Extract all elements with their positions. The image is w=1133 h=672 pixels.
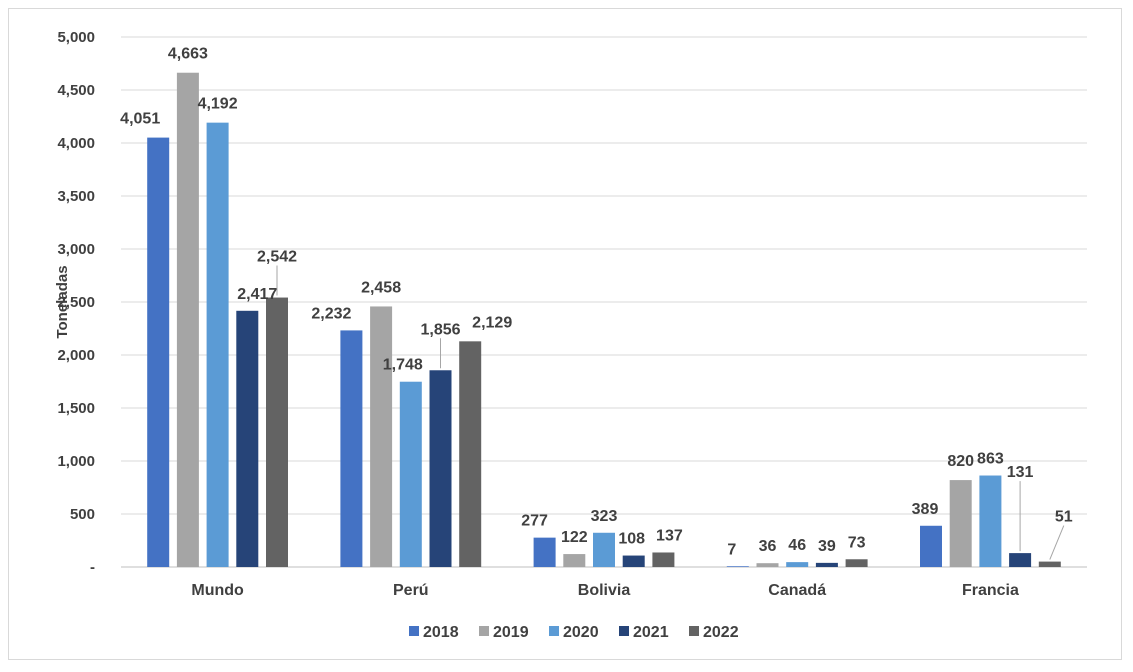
data-label: 2,129 bbox=[472, 314, 512, 331]
bar bbox=[979, 475, 1002, 567]
data-label: 2,458 bbox=[361, 279, 401, 296]
bar bbox=[786, 562, 809, 567]
data-label: 39 bbox=[818, 538, 836, 555]
bar bbox=[815, 562, 838, 567]
data-labels: 4,051 4,663 4,192 2,417 2,542 2,232 2,458 1,748… bbox=[120, 46, 1073, 560]
bar bbox=[593, 532, 615, 567]
legend-swatch bbox=[479, 626, 489, 636]
bar bbox=[1038, 561, 1061, 567]
bar bbox=[176, 72, 199, 568]
x-category-label: Mundo bbox=[191, 582, 244, 599]
data-label: 122 bbox=[561, 529, 588, 546]
bar bbox=[147, 137, 170, 567]
label-leader-line bbox=[1049, 525, 1065, 560]
data-label: 1,748 bbox=[383, 357, 423, 374]
bar bbox=[563, 554, 586, 567]
bar bbox=[949, 480, 972, 567]
bar bbox=[236, 310, 259, 567]
bar bbox=[206, 122, 229, 567]
data-label: 4,663 bbox=[168, 46, 208, 63]
bar-chart: - 500 1,000 1,500 2,000 2,500 3,000 3,500 4,000 4… bbox=[54, 29, 1087, 641]
legend-swatch bbox=[409, 626, 419, 636]
y-axis-label: Toneladas bbox=[54, 265, 71, 338]
legend: 2018 2019 2020 2021 2022 bbox=[409, 624, 739, 641]
data-label: 51 bbox=[1055, 509, 1073, 526]
y-tick-label: - bbox=[90, 559, 95, 576]
bars bbox=[147, 72, 1061, 568]
data-label: 2,232 bbox=[311, 305, 351, 322]
x-category-label: Francia bbox=[962, 582, 1019, 599]
y-tick-label: 3,000 bbox=[57, 241, 95, 258]
data-label: 820 bbox=[947, 453, 974, 470]
chart-frame: - 500 1,000 1,500 2,000 2,500 3,000 3,500 4,000 4… bbox=[8, 8, 1122, 660]
bar bbox=[756, 563, 779, 567]
bar bbox=[429, 370, 452, 567]
data-label: 2,542 bbox=[257, 249, 297, 266]
bar bbox=[533, 537, 556, 567]
y-axis-ticks: - 500 1,000 1,500 2,000 2,500 3,000 3,500 4,000 4… bbox=[57, 29, 95, 576]
data-label: 4,051 bbox=[120, 111, 160, 128]
legend-swatch bbox=[689, 626, 699, 636]
bar bbox=[370, 306, 393, 567]
y-tick-label: 4,000 bbox=[57, 135, 95, 152]
legend-label: 2019 bbox=[493, 624, 529, 641]
data-label: 277 bbox=[521, 513, 548, 530]
legend-label: 2021 bbox=[633, 624, 669, 641]
y-tick-label: 1,500 bbox=[57, 400, 95, 417]
y-tick-label: 3,500 bbox=[57, 188, 95, 205]
bar bbox=[920, 525, 942, 567]
bar bbox=[399, 381, 422, 567]
bar bbox=[726, 566, 749, 567]
y-tick-label: 2,500 bbox=[57, 294, 95, 311]
data-label: 73 bbox=[848, 534, 866, 551]
legend-label: 2018 bbox=[423, 624, 459, 641]
data-label: 131 bbox=[1007, 464, 1034, 481]
data-label: 1,856 bbox=[420, 321, 460, 338]
x-axis-categories: Mundo Perú Bolivia Canadá Francia bbox=[191, 582, 1019, 599]
legend-label: 2020 bbox=[563, 624, 599, 641]
bar bbox=[845, 559, 868, 567]
bar bbox=[652, 552, 675, 567]
bar bbox=[266, 297, 288, 567]
x-category-label: Bolivia bbox=[578, 582, 631, 599]
y-tick-label: 1,000 bbox=[57, 453, 95, 470]
data-label: 46 bbox=[788, 537, 806, 554]
y-tick-label: 5,000 bbox=[57, 29, 95, 46]
data-label: 389 bbox=[912, 501, 939, 518]
bar bbox=[340, 330, 363, 567]
legend-swatch bbox=[619, 626, 629, 636]
y-tick-label: 500 bbox=[70, 506, 95, 523]
x-category-label: Canadá bbox=[768, 582, 826, 599]
data-label: 4,192 bbox=[198, 96, 238, 113]
data-label: 108 bbox=[618, 531, 645, 548]
x-category-label: Perú bbox=[393, 582, 429, 599]
legend-label: 2022 bbox=[703, 624, 739, 641]
data-label: 137 bbox=[656, 527, 683, 544]
data-label: 323 bbox=[591, 508, 618, 525]
y-tick-label: 2,000 bbox=[57, 347, 95, 364]
data-label: 36 bbox=[759, 538, 777, 555]
data-label: 7 bbox=[727, 541, 736, 558]
y-tick-label: 4,500 bbox=[57, 82, 95, 99]
bar bbox=[622, 555, 645, 567]
bar bbox=[459, 341, 482, 567]
data-label: 2,417 bbox=[237, 286, 277, 303]
data-label: 863 bbox=[977, 451, 1004, 468]
legend-swatch bbox=[549, 626, 559, 636]
bar bbox=[1009, 553, 1032, 567]
